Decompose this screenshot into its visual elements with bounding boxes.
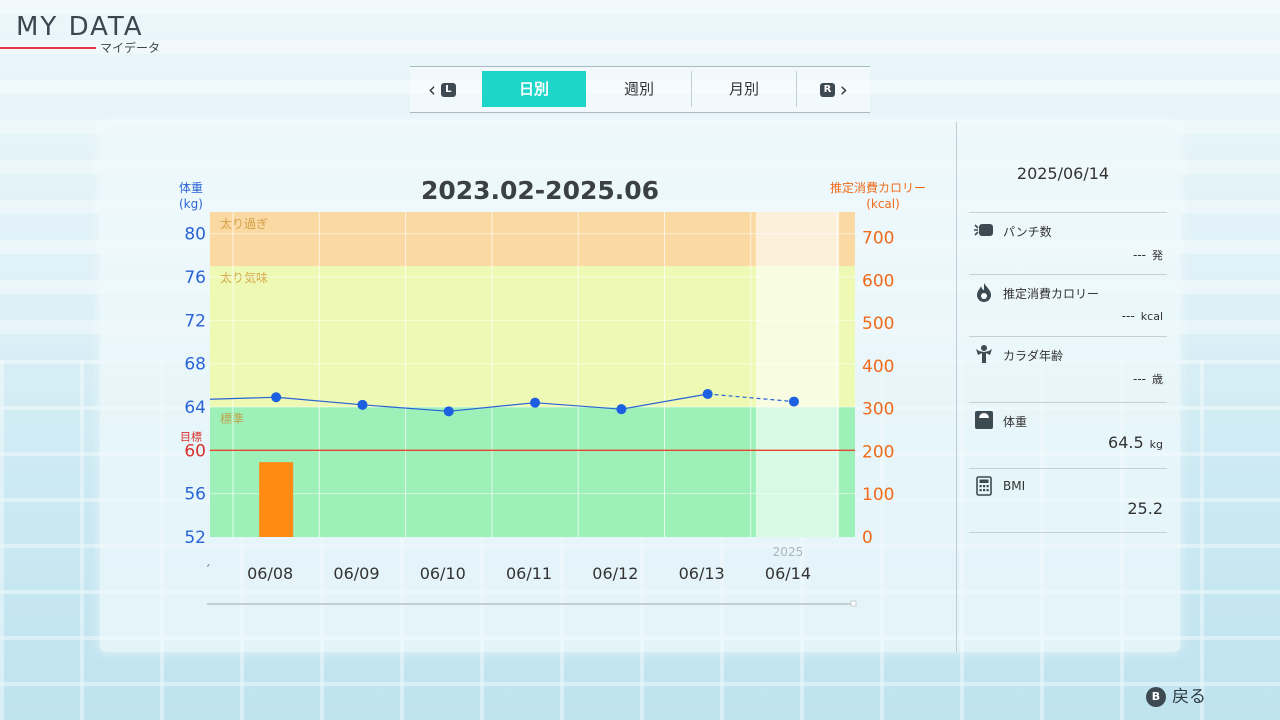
page-subtitle: マイデータ bbox=[100, 41, 161, 55]
r-button-icon: R bbox=[820, 82, 835, 97]
body-age-number: --- bbox=[1133, 372, 1146, 386]
muscle-icon bbox=[976, 345, 992, 363]
calories-unit: kcal bbox=[1140, 310, 1163, 323]
period-tabs: ‹ L 日別 週別 月別 R › bbox=[410, 66, 870, 113]
tab-weekly[interactable]: 週別 bbox=[623, 80, 654, 98]
calories-number: --- bbox=[1121, 309, 1135, 323]
body-age-unit: 歳 bbox=[1152, 373, 1163, 386]
body-age-value: --- 歳 bbox=[1133, 371, 1163, 387]
b-button-icon: B bbox=[1146, 687, 1166, 707]
title-underline bbox=[0, 47, 96, 49]
bmi-value: 25.2 bbox=[1127, 499, 1163, 518]
punch-count-number: --- bbox=[1133, 248, 1146, 262]
tab-daily[interactable]: 日別 bbox=[482, 71, 586, 107]
punch-icon bbox=[974, 224, 993, 236]
tab-monthly[interactable]: 月別 bbox=[728, 80, 759, 98]
right-axis-label: 推定消費カロリー bbox=[829, 181, 926, 195]
left-axis-label: 体重 bbox=[179, 181, 204, 195]
weight-unit: kg bbox=[1149, 438, 1163, 451]
left-axis-unit: (kg) bbox=[179, 197, 203, 211]
bmi-row: BMI 25.2 bbox=[969, 468, 1167, 531]
tab-divider bbox=[691, 71, 692, 107]
flame-icon bbox=[977, 283, 991, 302]
weight-label: 体重 bbox=[1003, 415, 1028, 429]
info-column: 2025/06/14 パンチ数 --- 発 推定消費カロリー --- kcal カラ… bbox=[956, 122, 1169, 652]
back-button[interactable]: B 戻る bbox=[1146, 682, 1206, 707]
calories-row: 推定消費カロリー --- kcal bbox=[969, 274, 1167, 337]
weight-value: 64.5 kg bbox=[1108, 433, 1163, 452]
tab-divider bbox=[796, 71, 797, 107]
punch-count-value: --- 発 bbox=[1133, 247, 1163, 263]
chevron-left-icon: ‹ bbox=[428, 77, 436, 102]
back-label: 戻る bbox=[1172, 687, 1206, 707]
chart-title: 2023.02-2025.06 bbox=[420, 176, 660, 205]
right-axis-title: 推定消費カロリー (kcal) bbox=[818, 180, 938, 212]
l-button-icon: L bbox=[440, 82, 456, 97]
punch-count-label: パンチ数 bbox=[1003, 225, 1052, 239]
chevron-right-icon: › bbox=[839, 77, 848, 102]
punch-count-unit: 発 bbox=[1152, 249, 1163, 262]
calories-label: 推定消費カロリー bbox=[1003, 287, 1100, 301]
body-age-label: カラダ年齢 bbox=[1003, 349, 1064, 363]
weight-row: 体重 64.5 kg bbox=[969, 402, 1167, 465]
right-axis-unit: (kcal) bbox=[866, 197, 900, 211]
page-title: MY DATA bbox=[16, 12, 144, 42]
punch-count-row: パンチ数 --- 発 bbox=[969, 212, 1167, 275]
bmi-label: BMI bbox=[1003, 479, 1026, 493]
next-tab-button[interactable]: R › bbox=[820, 71, 848, 107]
weight-number: 64.5 bbox=[1108, 433, 1144, 452]
selected-date: 2025/06/14 bbox=[1016, 164, 1110, 183]
body-age-row: カラダ年齢 --- 歳 bbox=[969, 336, 1167, 399]
prev-tab-button[interactable]: ‹ L bbox=[428, 71, 456, 107]
calculator-icon bbox=[976, 476, 992, 496]
scale-icon bbox=[975, 411, 993, 429]
info-divider bbox=[969, 532, 1167, 534]
left-axis-title: 体重 (kg) bbox=[179, 180, 203, 212]
calories-value: --- kcal bbox=[1122, 309, 1163, 323]
